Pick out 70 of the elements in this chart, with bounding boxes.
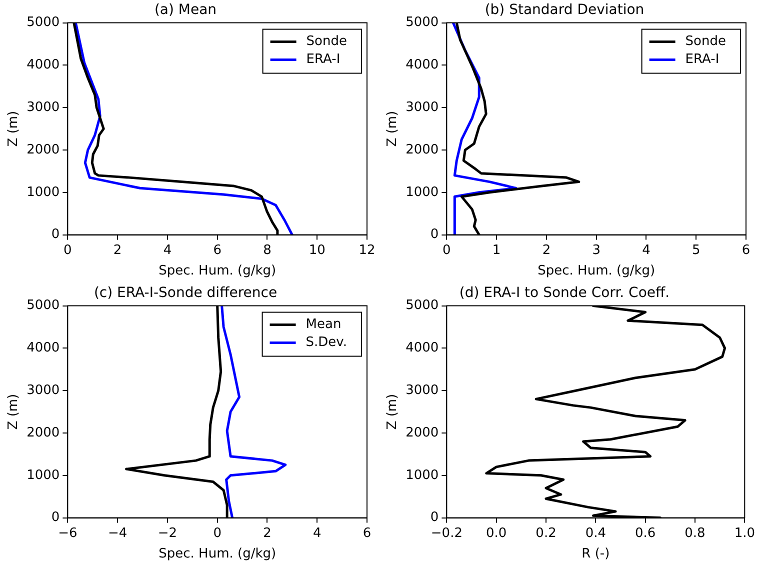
y-axis-title: Z (m) — [6, 110, 22, 147]
y-tick-label: 5000 — [406, 298, 439, 314]
x-tick-label: 0 — [64, 242, 72, 258]
x-axis-title: Spec. Hum. (g/kg) — [158, 546, 276, 562]
y-tick-label: 3000 — [406, 100, 439, 115]
y-tick-label: 5000 — [406, 15, 439, 30]
y-tick-label: 2000 — [26, 142, 60, 158]
x-tick-label: 4 — [642, 242, 650, 258]
legend-label: Sonde — [306, 34, 348, 50]
y-tick-label: 3000 — [26, 100, 60, 115]
x-tick-label: −4 — [108, 526, 128, 541]
y-tick-label: 4000 — [26, 58, 60, 73]
x-tick-label: 1 — [492, 242, 501, 258]
x-tick-label: 0.6 — [634, 526, 656, 541]
legend-label: ERA-I — [685, 52, 720, 68]
chart-title: (c) ERA-I-Sonde difference — [94, 285, 278, 302]
x-tick-label: 6 — [742, 242, 750, 258]
y-tick-label: 4000 — [406, 58, 439, 73]
y-tick-label: 4000 — [406, 340, 439, 356]
y-tick-label: 1000 — [406, 184, 439, 200]
y-tick-label: 1000 — [26, 184, 60, 200]
chart-title: (a) Mean — [154, 2, 217, 18]
legend-label: Sonde — [685, 34, 726, 50]
legend-label: Mean — [306, 317, 342, 332]
y-tick-label: 5000 — [26, 15, 60, 30]
x-tick-label: −6 — [58, 526, 78, 541]
chart-title: (d) ERA-I to Sonde Corr. Coeff. — [459, 285, 670, 302]
y-tick-label: 3000 — [406, 382, 439, 398]
y-tick-label: 3000 — [26, 382, 60, 398]
y-axis-title: Z (m) — [385, 110, 400, 147]
x-axis-title: R (-) — [582, 546, 610, 562]
y-tick-label: 0 — [51, 227, 60, 242]
y-tick-label: 2000 — [26, 425, 60, 440]
y-tick-label: 2000 — [406, 425, 439, 440]
x-axis-title: Spec. Hum. (g/kg) — [538, 264, 656, 279]
legend-label: ERA-I — [306, 52, 340, 68]
legend-label: S.Dev. — [306, 335, 348, 350]
y-tick-label: 4000 — [26, 340, 60, 356]
y-axis-title: Z (m) — [385, 394, 400, 430]
x-tick-label: 2 — [113, 242, 122, 258]
x-tick-label: 0.0 — [486, 526, 507, 541]
y-tick-label: 5000 — [26, 298, 60, 314]
x-tick-label: −2 — [158, 526, 178, 541]
chart-title: (b) Standard Deviation — [484, 2, 644, 18]
y-tick-label: 0 — [430, 510, 439, 526]
x-tick-label: 2 — [263, 526, 272, 541]
x-tick-label: 0.2 — [536, 526, 556, 541]
y-tick-label: 1000 — [406, 468, 439, 483]
x-tick-label: 0 — [442, 242, 451, 258]
x-tick-label: 6 — [213, 242, 222, 258]
x-tick-label: 4 — [312, 526, 322, 541]
x-tick-label: 10 — [308, 242, 326, 258]
x-tick-label: 2 — [542, 242, 551, 258]
x-tick-label: 3 — [592, 242, 600, 258]
y-tick-label: 2000 — [406, 142, 439, 158]
x-tick-label: 6 — [362, 526, 372, 541]
x-axis-title: Spec. Hum. (g/kg) — [158, 264, 276, 279]
y-axis-title: Z (m) — [6, 394, 22, 430]
x-tick-label: 0.8 — [684, 526, 706, 541]
x-tick-label: 0 — [213, 526, 222, 541]
x-tick-label: 5 — [692, 242, 700, 258]
y-tick-label: 1000 — [26, 468, 60, 483]
x-tick-label: 4 — [163, 242, 172, 258]
x-tick-label: 1.0 — [734, 526, 756, 541]
x-tick-label: 0.4 — [585, 526, 606, 541]
x-tick-label: 12 — [358, 242, 376, 258]
x-tick-label: −0.2 — [430, 526, 462, 541]
x-tick-label: 8 — [263, 242, 272, 258]
y-tick-label: 0 — [51, 510, 60, 526]
y-tick-label: 0 — [430, 227, 439, 242]
